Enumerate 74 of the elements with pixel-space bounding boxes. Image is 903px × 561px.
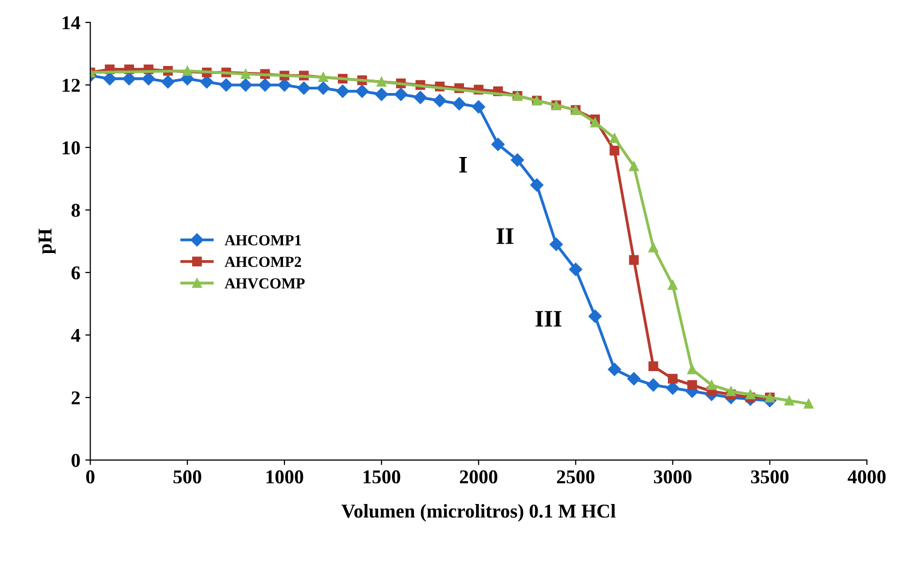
x-tick-label: 2000 xyxy=(460,470,498,484)
point xyxy=(182,66,192,76)
point xyxy=(239,78,252,92)
point xyxy=(648,242,658,252)
y-tick-label: 2 xyxy=(72,391,80,404)
point xyxy=(122,72,136,86)
y-tick-label: 10 xyxy=(62,141,80,154)
annotation: II xyxy=(496,228,514,244)
point xyxy=(668,374,678,384)
point xyxy=(687,380,698,390)
point xyxy=(804,398,814,409)
x-tick-label: 4000 xyxy=(848,470,886,484)
point xyxy=(374,88,388,101)
y-tick-label: 14 xyxy=(62,16,80,30)
point xyxy=(629,255,639,265)
point xyxy=(433,94,446,108)
point xyxy=(394,88,408,101)
point xyxy=(376,76,386,87)
point xyxy=(610,146,620,156)
point xyxy=(687,364,698,374)
point xyxy=(316,81,330,95)
point xyxy=(668,280,678,290)
point xyxy=(258,78,272,92)
point xyxy=(510,153,524,167)
point xyxy=(472,100,486,114)
point xyxy=(569,262,582,276)
y-tick-label: 12 xyxy=(62,78,80,92)
point xyxy=(200,75,214,88)
point xyxy=(491,138,505,151)
x-axis-title: Volumen (microlitros) 0.1 M HCl xyxy=(342,504,616,522)
point xyxy=(746,390,756,400)
point xyxy=(726,386,736,396)
point xyxy=(608,362,622,376)
point xyxy=(103,72,116,86)
point xyxy=(414,90,427,104)
point xyxy=(297,81,310,95)
point xyxy=(530,178,544,192)
point xyxy=(610,133,620,143)
x-tick-label: 1500 xyxy=(364,470,400,484)
point xyxy=(452,97,466,110)
point xyxy=(627,372,640,386)
point xyxy=(629,161,639,172)
x-tick-label: 500 xyxy=(174,470,202,484)
annotation: III xyxy=(535,311,562,327)
x-tick-label: 3000 xyxy=(654,470,692,484)
point xyxy=(648,361,658,372)
point xyxy=(588,310,602,323)
point xyxy=(318,72,328,82)
point xyxy=(590,118,600,128)
y-tick-label: 0 xyxy=(72,454,80,467)
y-tick-label: 6 xyxy=(72,266,80,280)
x-tick-label: 2500 xyxy=(557,470,594,484)
y-axis-title: pH xyxy=(38,228,56,254)
annotation: I xyxy=(459,157,467,173)
point xyxy=(550,238,563,251)
point xyxy=(646,378,660,392)
point xyxy=(356,84,369,98)
point xyxy=(706,380,716,390)
point xyxy=(142,72,156,86)
point xyxy=(278,78,292,92)
x-tick-label: 1000 xyxy=(266,470,304,484)
y-tick-label: 4 xyxy=(71,328,80,342)
point xyxy=(336,84,350,98)
x-tick-label: 0 xyxy=(86,470,94,484)
point xyxy=(220,78,233,92)
legend-label: AHCOMP1 xyxy=(224,235,301,246)
legend-label: AHVCOMP xyxy=(224,278,305,289)
point xyxy=(784,396,794,406)
point xyxy=(666,382,680,395)
point xyxy=(240,69,250,79)
legend-label: AHCOMP2 xyxy=(224,256,302,267)
x-tick-label: 3500 xyxy=(751,470,789,484)
point xyxy=(161,75,175,88)
y-tick-label: 8 xyxy=(72,204,80,217)
